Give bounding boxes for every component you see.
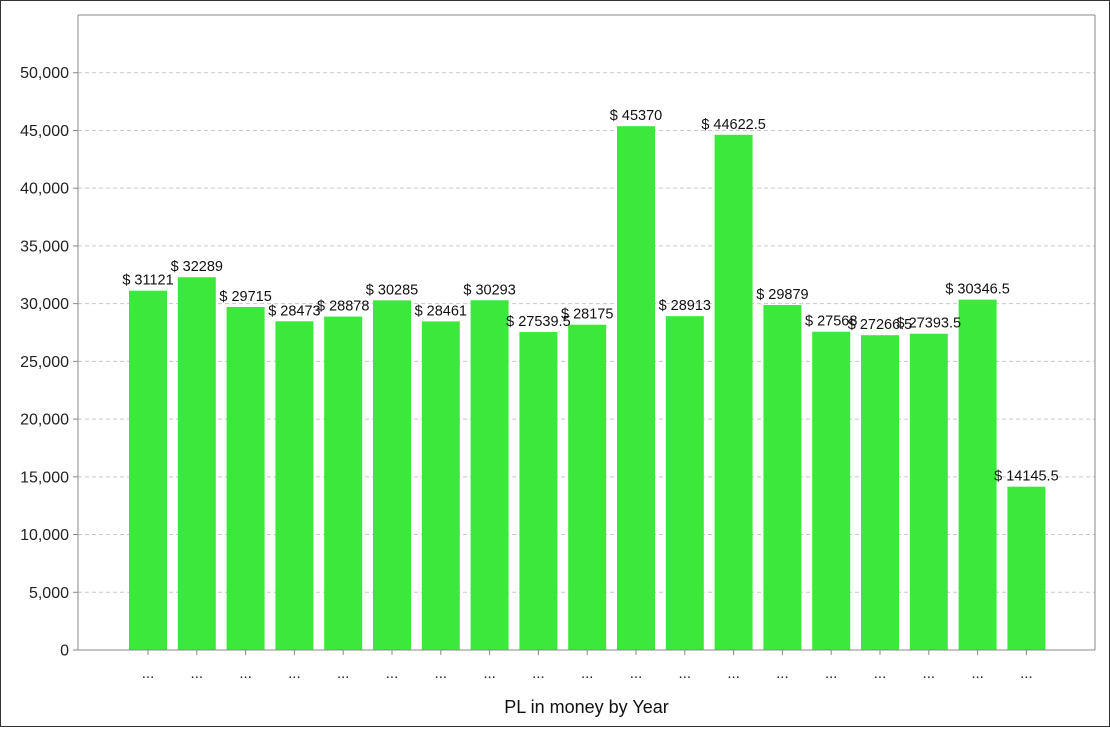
bar bbox=[373, 300, 411, 650]
y-tick-label: 30,000 bbox=[20, 296, 69, 313]
bar bbox=[812, 331, 851, 650]
x-tick-label: ... bbox=[727, 665, 740, 682]
y-tick-label: 5,000 bbox=[29, 585, 69, 602]
x-tick-label: ... bbox=[923, 665, 936, 682]
x-tick-label: ... bbox=[581, 665, 594, 682]
x-tick-label: ... bbox=[532, 665, 545, 682]
bar-data-label: $ 28473 bbox=[268, 303, 320, 319]
bar-data-label: $ 27393.5 bbox=[897, 316, 962, 332]
x-tick-label: ... bbox=[142, 665, 155, 682]
bar-data-label: $ 28175 bbox=[561, 307, 613, 323]
bar-data-label: $ 45370 bbox=[610, 108, 662, 124]
bar bbox=[1007, 486, 1046, 650]
bar-data-label: $ 28913 bbox=[659, 298, 711, 314]
y-tick-label: 35,000 bbox=[20, 238, 69, 255]
bar bbox=[519, 332, 558, 650]
bars bbox=[129, 126, 1046, 650]
bar-data-label: $ 32289 bbox=[171, 259, 223, 275]
y-tick-label: 20,000 bbox=[20, 412, 69, 429]
y-tick-label: 25,000 bbox=[20, 354, 69, 371]
x-tick-label: ... bbox=[776, 665, 789, 682]
y-tick-label: 0 bbox=[60, 643, 69, 660]
y-tick-label: 50,000 bbox=[20, 65, 69, 82]
bar-data-label: $ 27266.5 bbox=[848, 317, 913, 333]
bar-data-label: $ 30293 bbox=[463, 282, 515, 298]
x-tick-label: ... bbox=[825, 665, 838, 682]
y-tick-label: 15,000 bbox=[20, 469, 69, 486]
bar bbox=[958, 299, 997, 650]
bar-data-label: $ 29879 bbox=[756, 287, 808, 303]
y-tick-label: 45,000 bbox=[20, 123, 69, 140]
data-labels: $ 31121$ 32289$ 29715$ 28473$ 28878$ 302… bbox=[122, 108, 1058, 485]
bar-data-label: $ 28878 bbox=[317, 299, 369, 315]
y-tick-label: 40,000 bbox=[20, 181, 69, 198]
bar bbox=[275, 321, 314, 650]
y-tick-label: 10,000 bbox=[20, 527, 69, 544]
bar bbox=[568, 324, 607, 650]
bar bbox=[177, 277, 216, 650]
x-tick-label: ... bbox=[971, 665, 984, 682]
bar-data-label: $ 31121 bbox=[122, 273, 173, 289]
bar-data-label: $ 44622.5 bbox=[701, 117, 766, 133]
bar bbox=[129, 290, 167, 650]
bar bbox=[617, 126, 655, 650]
x-tick-label: ... bbox=[288, 665, 301, 682]
bar bbox=[763, 305, 802, 650]
x-tick-label: ... bbox=[483, 665, 496, 682]
bar bbox=[470, 300, 509, 650]
bar-data-label: $ 29715 bbox=[219, 289, 271, 305]
x-tick-label: ... bbox=[239, 665, 252, 682]
bar bbox=[226, 306, 265, 650]
x-tick-labels: ........................................… bbox=[142, 650, 1033, 682]
bar bbox=[421, 321, 460, 650]
bar-data-label: $ 27568 bbox=[805, 314, 857, 330]
bar-data-label: $ 30346.5 bbox=[945, 282, 1010, 298]
bar-data-label: $ 27539.5 bbox=[506, 314, 571, 330]
x-tick-label: ... bbox=[386, 665, 399, 682]
x-tick-label: ... bbox=[337, 665, 350, 682]
x-tick-label: ... bbox=[679, 665, 692, 682]
bar-data-label: $ 30285 bbox=[366, 282, 418, 298]
bar bbox=[324, 316, 363, 650]
x-tick-label: ... bbox=[435, 665, 448, 682]
axes bbox=[77, 14, 1096, 651]
bar-data-label: $ 14145.5 bbox=[994, 469, 1059, 485]
bar-data-label: $ 28461 bbox=[415, 303, 467, 319]
x-tick-label: ... bbox=[191, 665, 204, 682]
x-tick-label: ... bbox=[874, 665, 887, 682]
bar bbox=[714, 134, 753, 650]
y-tick-labels: 0 5,000 10,000 15,000 20,000 25,000 30,000 35,0… bbox=[20, 65, 78, 660]
bar bbox=[909, 333, 948, 650]
x-axis-title: PL in money by Year bbox=[504, 697, 668, 717]
bar bbox=[861, 335, 899, 650]
bar bbox=[665, 316, 704, 650]
x-tick-label: ... bbox=[630, 665, 643, 682]
x-tick-label: ... bbox=[1020, 665, 1033, 682]
